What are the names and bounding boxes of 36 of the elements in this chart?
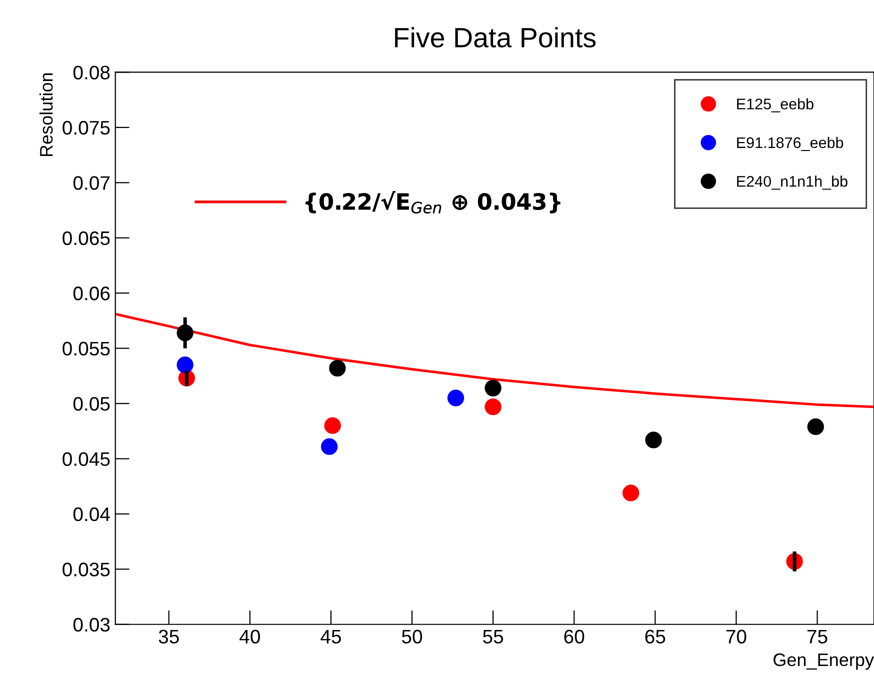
y-tick-label: 0.035 [62,562,110,576]
x-tick-label: 70 [726,630,746,644]
point [622,484,640,502]
y-tick-label: 0.07 [73,176,110,190]
point [176,356,194,374]
x-tick-label: 35 [158,630,179,644]
y-axis-title: Resolution [39,73,53,156]
line-series [115,312,874,408]
point [447,390,464,406]
legend-label: E125_eebb [737,98,814,112]
y-tick-label: 0.05 [73,396,110,411]
y-tick-label: 0.06 [73,286,110,300]
x-tick-label: 55 [483,630,504,644]
y-tick-label: 0.04 [73,507,110,522]
x-tick-label: 40 [240,630,260,644]
legend-label: E91.1876_eebb [737,136,844,151]
y-tick-label: 0.045 [62,452,110,466]
x-tick-label: 65 [645,630,666,644]
x-tick-label: 45 [320,630,341,644]
y-tick-label: 0.055 [62,342,110,356]
point [321,438,338,455]
y-tick-label: 0.03 [73,618,110,632]
y-tick-label: 0.08 [73,66,110,80]
point [484,398,502,416]
x-tick-label: 50 [402,630,422,644]
legend-label: {0.22/√E$_{Gen}$ ⊕ 0.043} [306,190,560,214]
y-tick-label: 0.075 [62,120,110,135]
point [484,380,502,396]
y-tick-label: 0.065 [62,231,110,246]
legend-label: E240_n1n1h_bb [737,176,848,190]
point [324,417,341,434]
x-axis-title: Gen_Enerpy [774,653,874,670]
point [645,432,662,448]
x-tick-label: 60 [564,630,584,644]
x-tick-label: 75 [807,630,828,644]
chart-title: Five Data Points [395,27,596,48]
